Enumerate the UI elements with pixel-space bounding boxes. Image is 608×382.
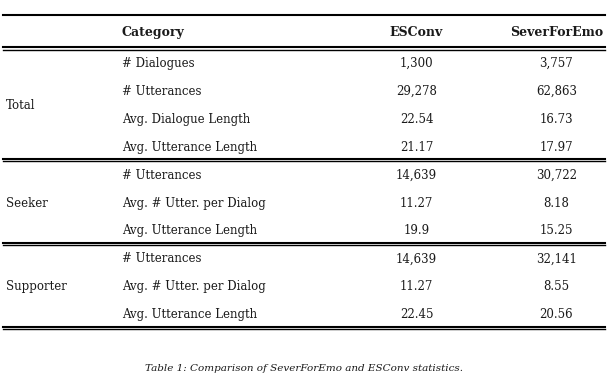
Text: Total: Total bbox=[6, 99, 36, 112]
Text: Seeker: Seeker bbox=[6, 196, 48, 210]
Text: 19.9: 19.9 bbox=[404, 224, 429, 238]
Text: Avg. Utterance Length: Avg. Utterance Length bbox=[122, 308, 257, 321]
Text: 1,300: 1,300 bbox=[399, 57, 434, 70]
Text: 3,757: 3,757 bbox=[539, 57, 573, 70]
Text: 20.56: 20.56 bbox=[539, 308, 573, 321]
Text: Table 1: Comparison of SeverForEmo and ESConv statistics.: Table 1: Comparison of SeverForEmo and E… bbox=[145, 364, 463, 373]
Text: Avg. # Utter. per Dialog: Avg. # Utter. per Dialog bbox=[122, 196, 265, 210]
Text: # Dialogues: # Dialogues bbox=[122, 57, 194, 70]
Text: 17.97: 17.97 bbox=[539, 141, 573, 154]
Text: 8.18: 8.18 bbox=[544, 196, 569, 210]
Text: # Utterances: # Utterances bbox=[122, 252, 201, 265]
Text: 16.73: 16.73 bbox=[539, 113, 573, 126]
Text: ESConv: ESConv bbox=[390, 26, 443, 39]
Text: Avg. Utterance Length: Avg. Utterance Length bbox=[122, 224, 257, 238]
Text: 22.45: 22.45 bbox=[399, 308, 434, 321]
Text: Avg. Dialogue Length: Avg. Dialogue Length bbox=[122, 113, 250, 126]
Text: Supporter: Supporter bbox=[6, 280, 67, 293]
Text: SeverForEmo: SeverForEmo bbox=[510, 26, 603, 39]
Text: 21.17: 21.17 bbox=[400, 141, 433, 154]
Text: 62,863: 62,863 bbox=[536, 85, 577, 98]
Text: 14,639: 14,639 bbox=[396, 252, 437, 265]
Text: Avg. # Utter. per Dialog: Avg. # Utter. per Dialog bbox=[122, 280, 265, 293]
Text: # Utterances: # Utterances bbox=[122, 168, 201, 182]
Text: Category: Category bbox=[122, 26, 184, 39]
Text: 22.54: 22.54 bbox=[399, 113, 434, 126]
Text: 15.25: 15.25 bbox=[539, 224, 573, 238]
Text: Avg. Utterance Length: Avg. Utterance Length bbox=[122, 141, 257, 154]
Text: 14,639: 14,639 bbox=[396, 168, 437, 182]
Text: 30,722: 30,722 bbox=[536, 168, 577, 182]
Text: # Utterances: # Utterances bbox=[122, 85, 201, 98]
Text: 11.27: 11.27 bbox=[400, 196, 433, 210]
Text: 29,278: 29,278 bbox=[396, 85, 437, 98]
Text: 32,141: 32,141 bbox=[536, 252, 577, 265]
Text: 11.27: 11.27 bbox=[400, 280, 433, 293]
Text: 8.55: 8.55 bbox=[544, 280, 569, 293]
